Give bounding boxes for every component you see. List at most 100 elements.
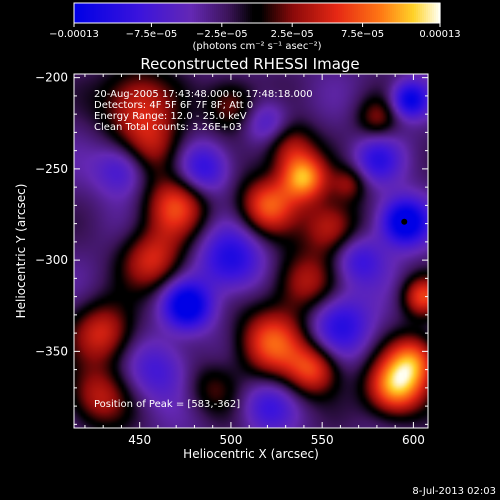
colorbar-cell: [200, 3, 203, 23]
colorbar-cell: [114, 3, 117, 23]
colorbar-cell: [400, 3, 403, 23]
colorbar-cell: [184, 3, 187, 23]
colorbar-cell: [308, 3, 311, 23]
colorbar-cell: [208, 3, 211, 23]
colorbar-cell: [256, 3, 259, 23]
colorbar-cell: [230, 3, 233, 23]
colorbar-cell: [80, 3, 83, 23]
colorbar-cell: [144, 3, 147, 23]
peak-marker: [401, 218, 408, 225]
colorbar-cell: [316, 3, 319, 23]
annotation-total-counts: Clean Total counts: 3.26E+03: [94, 122, 242, 133]
colorbar-cell: [246, 3, 249, 23]
colorbar-cell: [296, 3, 299, 23]
colorbar-cell: [354, 3, 357, 23]
colorbar-cell: [210, 3, 213, 23]
colorbar-cell: [92, 3, 95, 23]
annotation-detectors: Detectors: 4F 5F 6F 7F 8F; Att 0: [94, 100, 253, 111]
colorbar-cell: [154, 3, 157, 23]
colorbar-cell: [96, 3, 99, 23]
colorbar-cell: [258, 3, 261, 23]
colorbar-cell: [226, 3, 229, 23]
colorbar-cell: [320, 3, 323, 23]
colorbar-tick-label: −2.5e−05: [196, 29, 248, 40]
colorbar-cell: [434, 3, 437, 23]
colorbar-cell: [252, 3, 255, 23]
colorbar-cell: [378, 3, 381, 23]
colorbar-cell: [146, 3, 149, 23]
colorbar-cell: [382, 3, 385, 23]
colorbar-cell: [214, 3, 217, 23]
colorbar-tick-label: −0.00013: [49, 29, 99, 40]
colorbar-cell: [334, 3, 337, 23]
colorbar-cell: [374, 3, 377, 23]
colorbar-cell: [372, 3, 375, 23]
colorbar-cell: [270, 3, 273, 23]
colorbar-cell: [312, 3, 315, 23]
colorbar-cell: [392, 3, 395, 23]
x-tick-label: 600: [402, 433, 425, 447]
colorbar-cell: [220, 3, 223, 23]
peak-position-label: Position of Peak = [583,-362]: [94, 399, 240, 410]
colorbar-cell: [228, 3, 231, 23]
colorbar-cell: [240, 3, 243, 23]
footer-timestamp: 8-Jul-2013 02:03: [412, 486, 496, 497]
colorbar-cell: [358, 3, 361, 23]
colorbar-cell: [168, 3, 171, 23]
annotation-time-range: 20-Aug-2005 17:43:48.000 to 17:48:18.000: [94, 89, 313, 100]
colorbar-cell: [330, 3, 333, 23]
colorbar-cell: [426, 3, 429, 23]
y-tick-label: −250: [35, 162, 68, 176]
colorbar-cell: [104, 3, 107, 23]
colorbar-cell: [160, 3, 163, 23]
colorbar-cell: [288, 3, 291, 23]
colorbar-cell: [424, 3, 427, 23]
colorbar-cell: [150, 3, 153, 23]
colorbar-cell: [356, 3, 359, 23]
colorbar-cell: [234, 3, 237, 23]
colorbar-cell: [262, 3, 265, 23]
colorbar-cell: [140, 3, 143, 23]
colorbar-gradient: [74, 3, 441, 23]
colorbar-cell: [164, 3, 167, 23]
colorbar-cell: [346, 3, 349, 23]
colorbar-cell: [248, 3, 251, 23]
x-tick-label: 500: [219, 433, 242, 447]
colorbar-cell: [280, 3, 283, 23]
colorbar-cell: [186, 3, 189, 23]
colorbar-cell: [314, 3, 317, 23]
colorbar-cell: [304, 3, 307, 23]
colorbar-cell: [406, 3, 409, 23]
colorbar-cell: [366, 3, 369, 23]
colorbar-cell: [108, 3, 111, 23]
colorbar-tick-label: 7.5e−05: [341, 29, 384, 40]
colorbar-cell: [232, 3, 235, 23]
colorbar-tick-label: −7.5e−05: [126, 29, 178, 40]
colorbar-cell: [180, 3, 183, 23]
colorbar-cell: [390, 3, 393, 23]
colorbar-cell: [100, 3, 103, 23]
colorbar-cell: [352, 3, 355, 23]
colorbar-frame: [73, 2, 441, 24]
colorbar-cell: [158, 3, 161, 23]
colorbar-cell: [418, 3, 421, 23]
colorbar-cell: [388, 3, 391, 23]
colorbar-cell: [422, 3, 425, 23]
colorbar-cell: [318, 3, 321, 23]
colorbar-cell: [286, 3, 289, 23]
colorbar-cell: [364, 3, 367, 23]
x-tick-label: 550: [311, 433, 334, 447]
colorbar-cell: [396, 3, 399, 23]
colorbar-cell: [438, 3, 441, 23]
colorbar-cell: [368, 3, 371, 23]
colorbar-cell: [420, 3, 423, 23]
colorbar-cell: [432, 3, 435, 23]
y-axis-label: Heliocentric Y (arcsec): [14, 184, 28, 319]
colorbar-cell: [386, 3, 389, 23]
colorbar-cell: [178, 3, 181, 23]
colorbar-cell: [430, 3, 433, 23]
colorbar-cell: [172, 3, 175, 23]
colorbar-cell: [118, 3, 121, 23]
colorbar-cell: [110, 3, 113, 23]
colorbar-cell: [336, 3, 339, 23]
